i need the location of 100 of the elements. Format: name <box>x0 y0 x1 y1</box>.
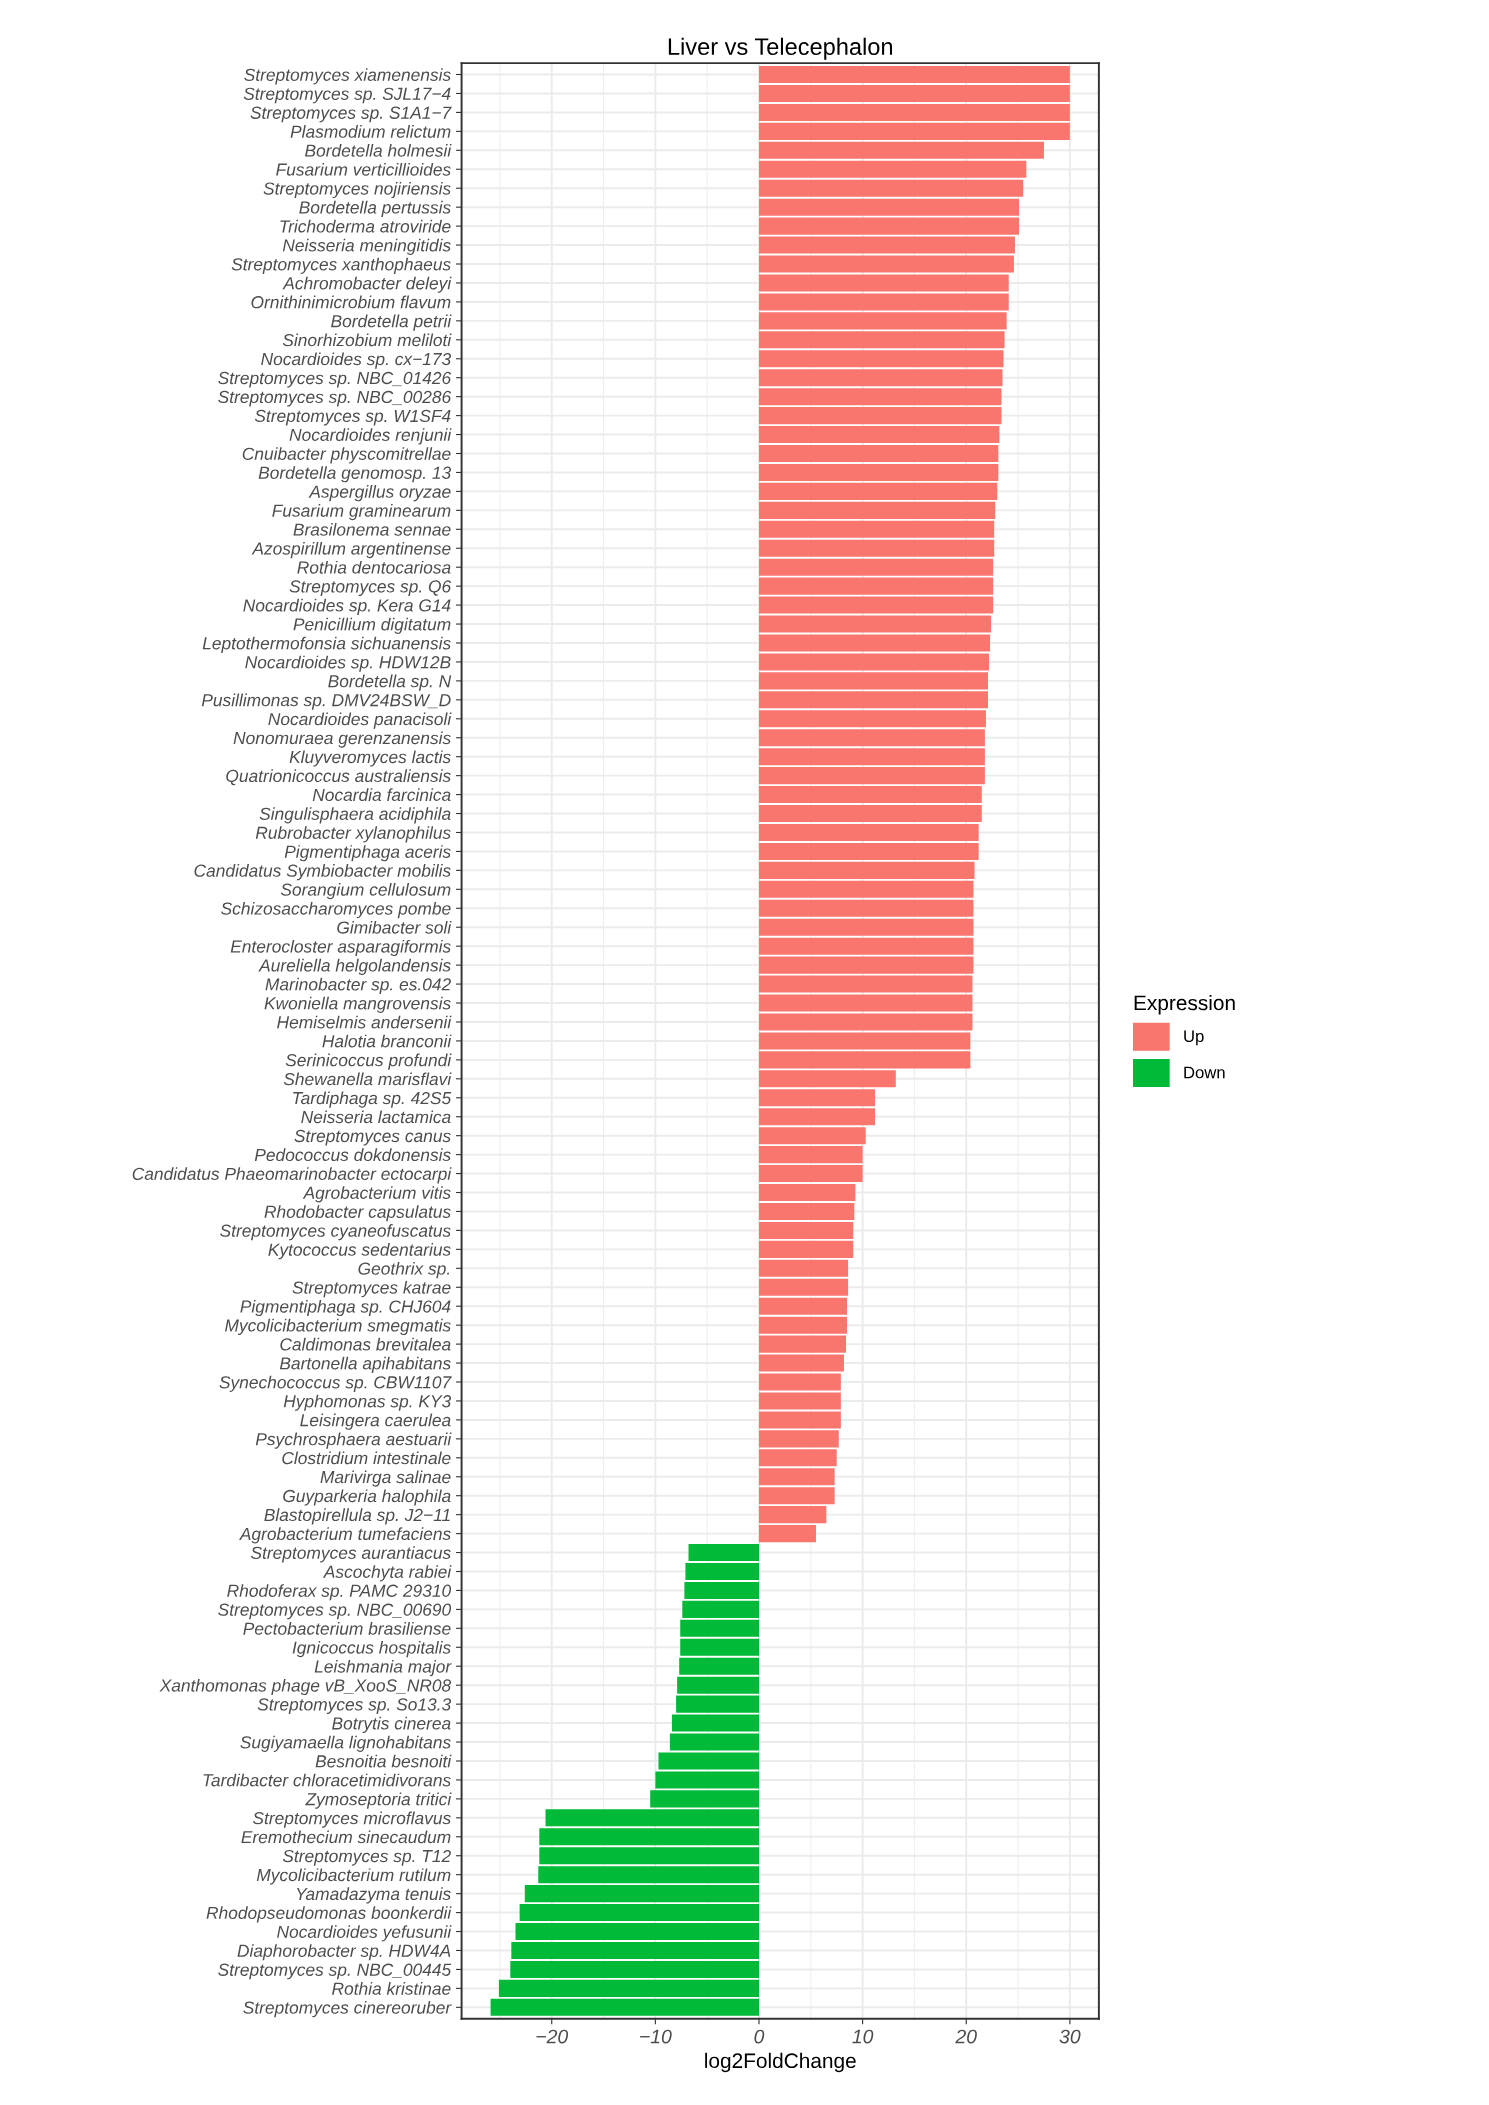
bar <box>758 1316 848 1334</box>
bar <box>758 805 982 823</box>
y-tick-label: Streptomyces cinereoruber <box>243 2001 452 2018</box>
bar <box>677 1676 759 1694</box>
bar <box>676 1695 759 1713</box>
y-tick-label: Rhodopseudomonas boonkerdii <box>206 1906 452 1923</box>
y-tick-label: Leptothermofonsia sichuanensis <box>202 636 451 653</box>
bar <box>758 937 974 955</box>
bar <box>758 122 1070 140</box>
y-tick-label: Streptomyces sp. T12 <box>282 1849 451 1866</box>
y-tick-label: Neisseria meningitidis <box>282 238 451 255</box>
y-tick-label: Zymoseptoria tritici <box>305 1792 452 1809</box>
bar <box>758 842 979 860</box>
y-tick-label: Pigmentiphaga sp. CHJ604 <box>240 1299 451 1317</box>
bar <box>758 179 1024 197</box>
x-axis-title: log2FoldChange <box>705 2052 856 2073</box>
bar <box>758 1487 835 1505</box>
y-tick-label: Streptomyces sp. SJL17−4 <box>243 87 451 104</box>
y-tick-label: Xanthomonas phage vB_XooS_NR08 <box>159 1678 452 1696</box>
bar <box>758 823 979 842</box>
y-tick-label: Streptomyces sp. NBC_00690 <box>218 1603 452 1620</box>
y-tick-label: Brasilonema sennae <box>293 523 451 536</box>
bar <box>671 1714 759 1732</box>
y-tick-label: Blastopirellula sp. J2−11 <box>264 1508 450 1525</box>
bar <box>758 141 1044 159</box>
y-tick-label: Bartonella apihabitans <box>279 1356 451 1373</box>
bar <box>524 1885 759 1903</box>
y-tick-label: Streptomyces microflavus <box>252 1811 451 1828</box>
y-tick-label: Nocardioides renjunii <box>289 428 452 445</box>
x-tick-label: 30 <box>1059 2029 1081 2044</box>
y-tick-label: Plasmodium relictum <box>290 125 451 138</box>
y-tick-label: Cnuibacter physcomitrellae <box>242 447 451 464</box>
y-tick-label: Bordetella pertussis <box>299 200 451 218</box>
y-tick-label: Streptomyces cyaneofuscatus <box>220 1224 451 1241</box>
bar <box>758 84 1070 102</box>
y-tick-label: Marinobacter sp. es.042 <box>265 977 451 994</box>
y-tick-label: Tardiphaga sp. 42S5 <box>293 1091 452 1108</box>
bar <box>758 312 1007 330</box>
bar <box>685 1562 759 1581</box>
bar <box>758 1525 816 1543</box>
bar <box>758 1202 855 1220</box>
y-tick-label: Streptomyces sp. W1SF4 <box>254 409 451 426</box>
y-tick-label: Agrobacterium vitis <box>302 1186 451 1203</box>
y-tick-label: Fusarium verticillioides <box>276 162 451 176</box>
bar <box>539 1847 759 1865</box>
bar <box>758 1335 847 1353</box>
bar <box>490 1998 759 2016</box>
y-tick-label: Nocardioides panacisoli <box>268 712 452 729</box>
bar <box>758 1259 849 1277</box>
bar <box>758 160 1027 178</box>
bar <box>758 558 994 576</box>
y-tick-label: Shewanella marisflavi <box>283 1072 452 1086</box>
y-tick-label: Leishmania major <box>314 1659 452 1677</box>
y-tick-label: Diaphorobacter sp. HDW4A <box>237 1944 451 1961</box>
y-tick-label: Ascochyta rabiei <box>322 1565 452 1582</box>
y-tick-label: Sorangium cellulosum <box>280 883 451 900</box>
bar <box>758 350 1004 368</box>
bar <box>758 577 994 595</box>
bar <box>758 1297 848 1315</box>
y-tick-label: Bordetella petrii <box>331 314 452 331</box>
bar <box>758 388 1002 406</box>
bar <box>758 1183 856 1202</box>
bar <box>758 1449 837 1467</box>
bar <box>758 1430 839 1448</box>
bar <box>758 880 974 898</box>
bar <box>758 1221 854 1239</box>
bar <box>758 407 1002 425</box>
bar <box>758 482 998 500</box>
bar <box>758 293 1009 311</box>
y-tick-label: Nonomuraea gerenzanensis <box>233 731 451 748</box>
y-tick-label: Streptomyces sp. NBC_00286 <box>218 390 452 407</box>
bar <box>758 103 1070 121</box>
y-tick-label: Yamadazyma tenuis <box>296 1887 451 1904</box>
bar <box>758 861 975 879</box>
y-tick-label: Nocardioides sp. cx−173 <box>261 352 452 369</box>
bar <box>510 1960 759 1978</box>
y-tick-label: Pedococcus dokdonensis <box>254 1148 451 1162</box>
y-tick-label: Rothia dentocariosa <box>297 560 451 574</box>
y-tick-label: Rhodoferax sp. PAMC 29310 <box>227 1584 452 1601</box>
y-tick-label: Psychrosphaera aestuarii <box>255 1432 452 1449</box>
y-tick-label: Schizosaccharomyces pombe <box>221 901 451 919</box>
y-tick-label: Nocardioides sp. Kera G14 <box>243 598 451 615</box>
y-tick-label: Achromobacter deleyi <box>282 276 452 293</box>
bar <box>680 1638 759 1656</box>
y-tick-label: Mycolicibacterium smegmatis <box>225 1318 451 1336</box>
y-tick-label: Serinicoccus profundi <box>285 1053 452 1070</box>
y-tick-label: Bordetella holmesii <box>305 144 452 157</box>
y-tick-label: Bordetella genomosp. 13 <box>258 466 452 483</box>
y-tick-label: Singulisphaera acidiphila <box>259 807 451 824</box>
bar <box>758 1278 849 1296</box>
y-tick-label: Streptomyces nojiriensis <box>263 181 451 199</box>
y-tick-label: Eremothecium sinecaudum <box>241 1830 451 1844</box>
bar <box>758 539 995 557</box>
bar <box>758 710 986 728</box>
y-tick-label: Streptomyces xanthophaeus <box>231 257 451 274</box>
bar <box>758 501 996 519</box>
y-tick-label: Ornithinimicrobium flavum <box>251 295 451 309</box>
bar <box>650 1790 759 1808</box>
bar <box>758 786 982 804</box>
bar <box>758 596 994 614</box>
